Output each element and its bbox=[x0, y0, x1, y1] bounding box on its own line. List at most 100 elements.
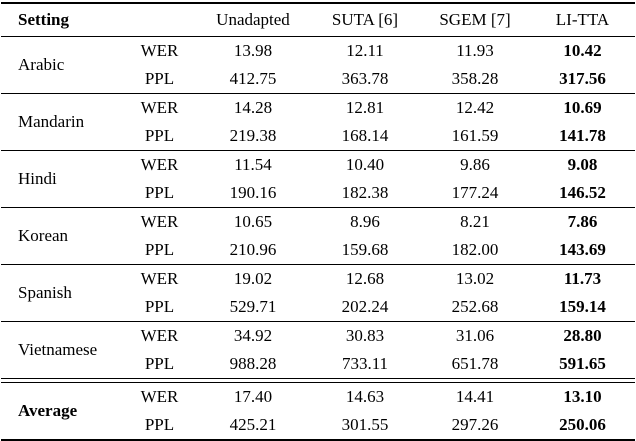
metric-label-wer: WER bbox=[123, 207, 196, 236]
table-row-spanish-wer: Spanish WER 19.02 12.68 13.02 11.73 bbox=[1, 264, 635, 322]
header-row: Setting Unadapted SUTA [6] SGEM [7] LI-T… bbox=[1, 3, 635, 37]
table-row-arabic-wer: Arabic WER 13.98 12.11 11.93 10.42 bbox=[1, 37, 635, 74]
ppl-value-best: 146.52 bbox=[559, 183, 606, 203]
column-header-sgem: SGEM [7] bbox=[420, 3, 530, 37]
wer-value-best: 11.73 bbox=[530, 264, 635, 293]
ppl-value: 161.59 bbox=[451, 126, 499, 146]
ppl-value: 182.38 bbox=[341, 183, 389, 203]
wer-value-best: 13.10 bbox=[563, 387, 602, 407]
table-row-average-ppl: PPL 425.21 301.55 297.26 250.06 bbox=[1, 411, 635, 440]
setting-label: Hindi bbox=[1, 150, 123, 208]
ppl-value: 190.16 bbox=[229, 183, 277, 203]
wer-value: 8.21 bbox=[420, 207, 530, 236]
table-row-hindi-ppl: PPL 190.16 182.38 177.24 146.52 bbox=[1, 179, 635, 208]
ppl-value: 529.71 bbox=[229, 297, 277, 317]
table-row-average-wer: Average WER 17.40 14.63 14.41 13.10 bbox=[1, 383, 635, 420]
wer-value: 12.81 bbox=[310, 93, 420, 122]
wer-value: 11.93 bbox=[456, 41, 494, 61]
setting-label: Arabic bbox=[18, 55, 65, 75]
wer-value: 8.96 bbox=[310, 207, 420, 236]
setting-label: Korean bbox=[1, 207, 123, 265]
metric-label-wer: WER bbox=[123, 264, 196, 293]
ppl-value: 219.38 bbox=[229, 126, 277, 146]
table-row-spanish-ppl: PPL 529.71 202.24 252.68 159.14 bbox=[1, 293, 635, 322]
table-row-vietnamese-ppl: PPL 988.28 733.11 651.78 591.65 bbox=[1, 350, 635, 379]
metric-label-ppl: PPL bbox=[144, 354, 175, 374]
ppl-value: 252.68 bbox=[451, 297, 499, 317]
column-header-metric-blank bbox=[123, 3, 196, 37]
metric-label-wer: WER bbox=[123, 150, 196, 179]
double-rule-separator bbox=[1, 378, 635, 383]
metric-label-ppl: PPL bbox=[144, 69, 175, 89]
wer-value-best: 28.80 bbox=[530, 321, 635, 350]
ppl-value-best: 317.56 bbox=[559, 69, 606, 89]
table-row-mandarin-ppl: PPL 219.38 168.14 161.59 141.78 bbox=[1, 122, 635, 151]
ppl-value: 202.24 bbox=[341, 297, 389, 317]
wer-value: 10.40 bbox=[310, 150, 420, 179]
ppl-value: 425.21 bbox=[229, 415, 277, 435]
column-header-li-tta: LI-TTA bbox=[530, 3, 635, 37]
table-row-mandarin-wer: Mandarin WER 14.28 12.81 12.42 10.69 bbox=[1, 93, 635, 151]
wer-value-best: 7.86 bbox=[530, 207, 635, 236]
metric-label-ppl: PPL bbox=[144, 415, 175, 435]
metric-label-ppl: PPL bbox=[144, 240, 175, 260]
setting-label: Mandarin bbox=[1, 93, 123, 151]
column-header-setting: Setting bbox=[1, 3, 123, 37]
table-row-arabic-ppl: PPL 412.75 363.78 358.28 317.56 bbox=[1, 65, 635, 94]
ppl-value: 988.28 bbox=[229, 354, 277, 374]
ppl-value: 651.78 bbox=[451, 354, 499, 374]
ppl-value: 159.68 bbox=[341, 240, 389, 260]
metric-label-ppl: PPL bbox=[144, 183, 175, 203]
wer-value: 11.54 bbox=[196, 150, 310, 179]
metric-label-ppl: PPL bbox=[144, 297, 175, 317]
ppl-value: 301.55 bbox=[341, 415, 389, 435]
wer-value: 31.06 bbox=[420, 321, 530, 350]
ppl-value-best: 159.14 bbox=[559, 297, 606, 317]
ppl-value: 182.00 bbox=[451, 240, 499, 260]
wer-value: 30.83 bbox=[310, 321, 420, 350]
wer-value: 14.63 bbox=[345, 387, 385, 407]
metric-label-ppl: PPL bbox=[144, 126, 175, 146]
ppl-value: 358.28 bbox=[451, 69, 499, 89]
setting-label: Spanish bbox=[1, 264, 123, 322]
ppl-value: 177.24 bbox=[451, 183, 499, 203]
table-row-hindi-wer: Hindi WER 11.54 10.40 9.86 9.08 bbox=[1, 150, 635, 208]
wer-value: 12.68 bbox=[310, 264, 420, 293]
wer-value: 13.02 bbox=[420, 264, 530, 293]
ppl-value: 733.11 bbox=[341, 354, 389, 374]
wer-value-best: 10.42 bbox=[563, 41, 602, 61]
wer-value: 19.02 bbox=[196, 264, 310, 293]
wer-value: 34.92 bbox=[196, 321, 310, 350]
column-header-unadapted: Unadapted bbox=[196, 3, 310, 37]
ppl-value-best: 250.06 bbox=[559, 415, 606, 435]
ppl-value: 210.96 bbox=[229, 240, 277, 260]
ppl-value-best: 143.69 bbox=[559, 240, 606, 260]
wer-value: 10.65 bbox=[196, 207, 310, 236]
ppl-value-best: 591.65 bbox=[559, 354, 606, 374]
ppl-value: 297.26 bbox=[451, 415, 499, 435]
ppl-value-best: 141.78 bbox=[559, 126, 606, 146]
setting-label: Vietnamese bbox=[1, 321, 123, 379]
metric-label-wer: WER bbox=[140, 387, 179, 407]
wer-value: 13.98 bbox=[233, 41, 273, 61]
wer-value: 9.86 bbox=[420, 150, 530, 179]
wer-value-best: 10.69 bbox=[530, 93, 635, 122]
setting-label-average: Average bbox=[18, 401, 78, 421]
wer-value: 12.42 bbox=[420, 93, 530, 122]
metric-label-wer: WER bbox=[123, 321, 196, 350]
column-header-suta: SUTA [6] bbox=[310, 3, 420, 37]
wer-value-best: 9.08 bbox=[530, 150, 635, 179]
ppl-value: 412.75 bbox=[229, 69, 277, 89]
metric-label-wer: WER bbox=[140, 41, 179, 61]
table-row-korean-wer: Korean WER 10.65 8.96 8.21 7.86 bbox=[1, 207, 635, 265]
ppl-value: 168.14 bbox=[341, 126, 389, 146]
wer-value: 17.40 bbox=[233, 387, 273, 407]
table-row-vietnamese-wer: Vietnamese WER 34.92 30.83 31.06 28.80 bbox=[1, 321, 635, 379]
metric-label-wer: WER bbox=[123, 93, 196, 122]
wer-value: 14.41 bbox=[455, 387, 495, 407]
ppl-value: 363.78 bbox=[341, 69, 389, 89]
table-row-korean-ppl: PPL 210.96 159.68 182.00 143.69 bbox=[1, 236, 635, 265]
wer-value: 14.28 bbox=[196, 93, 310, 122]
